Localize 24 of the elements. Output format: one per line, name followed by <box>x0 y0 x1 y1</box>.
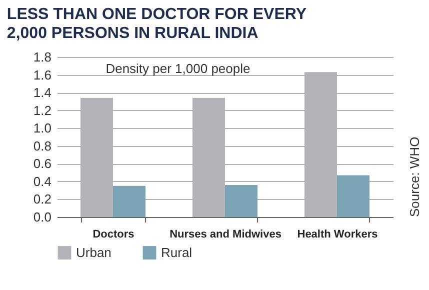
y-tick-label: 0.0 <box>33 210 52 224</box>
y-tick-label: 1.8 <box>33 50 52 64</box>
y-tick-label: 1.4 <box>33 85 52 100</box>
y-tick-label: 1.0 <box>33 120 52 136</box>
source-note: Source: WHO <box>407 136 422 217</box>
annotation: Density per 1,000 people <box>106 61 250 76</box>
x-tick-label: Nurses and Midwives <box>170 228 282 240</box>
x-tick-label: Health Workers <box>297 228 378 240</box>
y-tick-label: 1.6 <box>33 67 52 82</box>
y-tick-label: 0.2 <box>33 192 52 207</box>
legend-label: Urban <box>76 244 112 260</box>
chart-title: LESS THAN ONE DOCTOR FOR EVERY 2,000 PERSONS IN RURAL INDIA <box>6 6 307 42</box>
y-tick-label: 0.6 <box>33 156 52 172</box>
y-tick-label: 0.8 <box>33 138 52 154</box>
legend-label: Rural <box>161 244 192 260</box>
bar <box>225 185 258 217</box>
bar <box>304 72 337 217</box>
bar <box>80 98 113 217</box>
y-tick-label: 0.4 <box>33 174 52 189</box>
bar <box>337 175 370 217</box>
bar <box>113 186 146 217</box>
y-tick-label: 1.2 <box>33 102 52 118</box>
bar <box>192 98 225 217</box>
x-tick-label: Doctors <box>92 228 134 240</box>
